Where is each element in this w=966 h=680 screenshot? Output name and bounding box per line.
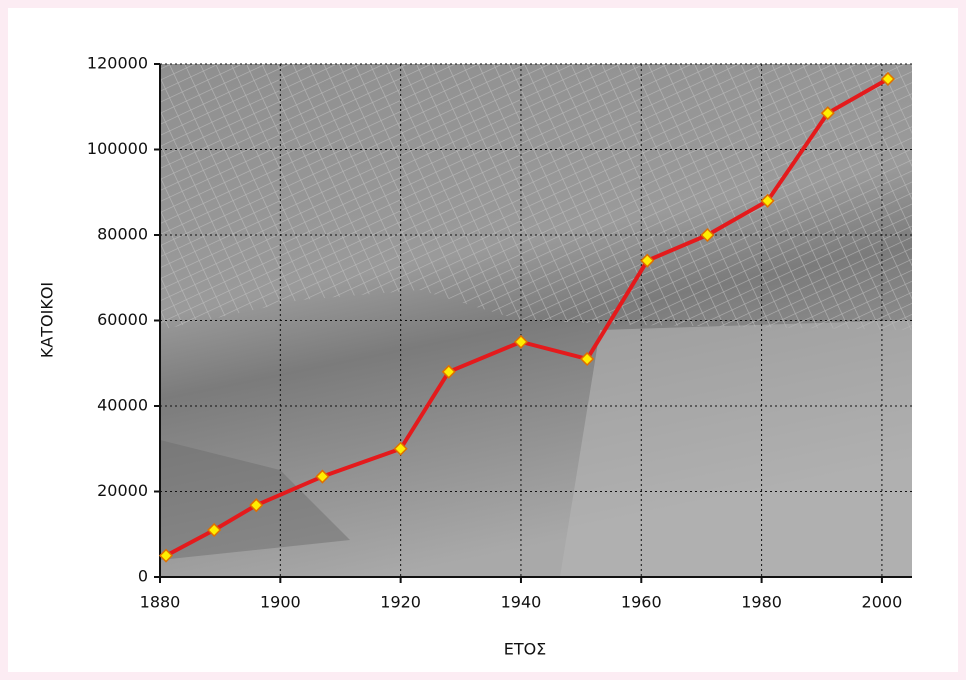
chart: ΕΤΟΣ ΚΑΤΟΙΚΟΙ 0 20000 40000 60000 80000 10000… [0,0,966,680]
sea-light [560,320,912,577]
x-tick-label: 1880 [140,593,181,612]
y-tick-label: 60000 [97,310,148,329]
y-tick-label: 120000 [87,54,148,73]
y-tick-label: 0 [138,567,148,586]
x-tick-label: 1980 [741,593,782,612]
city-texture [160,64,912,330]
page: {"chart_data": {"type": "line", "x_label… [0,0,966,680]
x-axis-label: ΕΤΟΣ [504,640,547,659]
x-tick-label: 2000 [862,593,903,612]
x-tick-label: 1900 [260,593,301,612]
y-tick-label: 80000 [97,225,148,244]
y-tick-label: 100000 [87,139,148,158]
y-tick-label: 20000 [97,481,148,500]
x-tick-label: 1960 [621,593,662,612]
y-tick-label: 40000 [97,396,148,415]
y-axis-label: ΚΑΤΟΙΚΟΙ [38,282,57,358]
x-tick-label: 1920 [380,593,421,612]
x-tick-label: 1940 [501,593,542,612]
